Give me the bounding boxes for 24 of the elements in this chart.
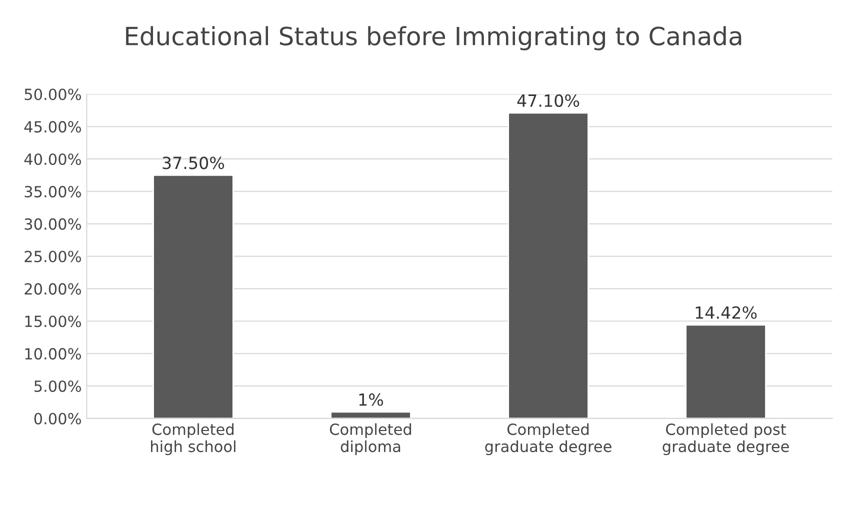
data-label: 37.50% (162, 156, 224, 170)
x-tick-label: Completed graduate degree (485, 423, 612, 456)
bar (508, 112, 589, 418)
data-label: 14.42% (696, 306, 757, 319)
y-tick-label: 20.00% (24, 283, 81, 295)
data-label: 47.10% (517, 94, 580, 107)
bar (685, 324, 766, 418)
y-tick-label: 10.00% (25, 348, 81, 360)
y-tick-label: 0.00% (34, 412, 81, 424)
y-tick-label: 45.00% (24, 121, 81, 133)
y-tick-label: 40.00% (24, 153, 81, 166)
bar (330, 411, 412, 418)
y-tick-label: 35.00% (24, 186, 81, 198)
bar (152, 174, 234, 418)
y-tick-label: 5.00% (34, 380, 81, 392)
data-label: 1% (359, 393, 384, 406)
y-tick-label: 25.00% (24, 250, 81, 262)
y-tick-label: 30.00% (24, 218, 81, 230)
y-tick-label: 15.00% (25, 316, 81, 328)
x-tick-label: Completed diploma (330, 423, 412, 456)
chart-title: Educational Status before Immigrating to Canada (126, 26, 742, 50)
x-tick-label: Completed post graduate degree (662, 423, 789, 456)
x-tick-label: Completed high school (151, 423, 236, 456)
y-tick-label: 50.00% (24, 88, 81, 100)
